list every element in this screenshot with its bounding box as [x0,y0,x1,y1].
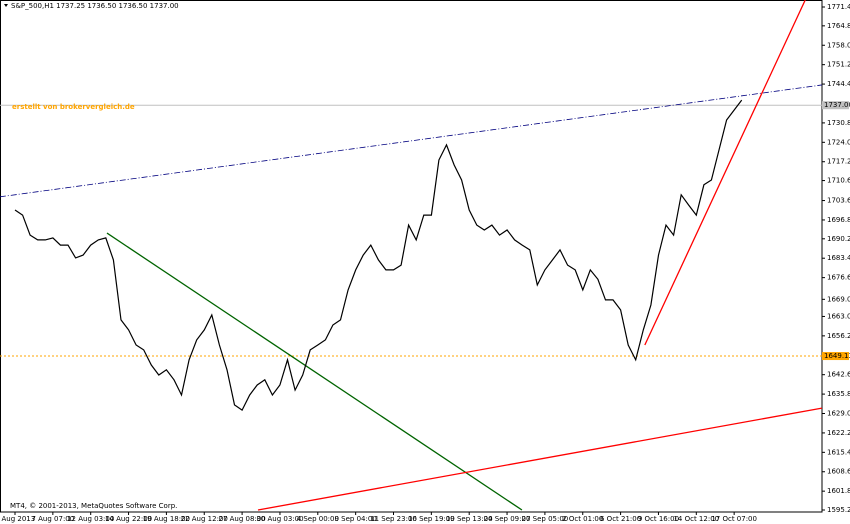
y-tick-label: 1629.00 [827,410,850,418]
price-box [822,101,849,110]
y-tick-label: 1676.60 [827,274,850,282]
y-tick-label: 1744.40 [827,80,850,88]
x-tick-label: 19 Sep 13:00 [446,515,493,523]
x-tick-label: 4 Sep 00:00 [297,515,339,523]
x-tick-label: 9 Oct 16:00 [638,515,679,523]
y-tick-label: 1690.20 [827,235,850,243]
menu-arrow [4,4,8,7]
x-tick-label: 27 Sep 05:00 [522,515,569,523]
y-tick-label: 1758.00 [827,41,850,49]
chart-title: S&P_500,H1 1737.25 1736.50 1736.50 1737.… [11,2,179,10]
x-tick-label: 2 Oct 01:00 [562,515,603,523]
x-tick-label: 9 Sep 04:00 [335,515,377,523]
price-label: 1649.13 [824,352,850,360]
y-tick-label: 1615.4 [827,448,850,456]
x-tick-label: 11 Sep 23:00 [370,515,417,523]
x-tick-label: 19 Aug 18:00 [143,515,190,523]
x-tick-label: 22 Aug 12:00 [181,515,228,523]
x-tick-label: 30 Aug 03:00 [256,515,303,523]
x-tick-label: 6 Oct 21:00 [600,515,641,523]
x-tick-label: 12 Aug 03:00 [67,515,114,523]
price-box [822,352,849,361]
y-tick-label: 1710.60 [827,177,850,185]
plot [0,0,822,511]
y-tick-label: 1669.00 [827,295,850,303]
x-tick-label: 14 Oct 12:00 [673,515,719,523]
footer: MT4, © 2001-2013, MetaQuotes Software Co… [10,502,177,510]
y-tick-label: 1622.20 [827,429,850,437]
y-tick-label: 1724.00 [827,138,850,146]
y-tick-label: 1642.60 [827,371,850,379]
y-tick-label: 1771.40 [827,3,850,11]
y-tick-label: 1601.80 [827,487,850,495]
x-tick-label: 14 Aug 22:00 [105,515,152,523]
y-tick-label: 1717.20 [827,158,850,166]
trendline [257,407,822,511]
y-tick-label: 1635.80 [827,390,850,398]
trendline [644,0,806,346]
y-tick-label: 1656.20 [827,332,850,340]
plot-frame [0,0,823,513]
price-series [14,99,743,411]
y-tick-label: 1608.60 [827,468,850,476]
y-tick-label: 1751.20 [827,61,850,69]
x-tick-label: 27 Aug 08:00 [218,515,265,523]
y-tick-label: 1703.60 [827,197,850,205]
y-tick-label: 1730.80 [827,119,850,127]
x-tick-label: 7 Aug 07:00 [31,515,74,523]
x-tick-label: 16 Sep 19:00 [408,515,455,523]
annotation: erstellt von brokervergleich.de [12,103,135,111]
y-tick-label: 1683.4 [827,254,850,262]
y-tick-label: 1595.20 [827,506,850,514]
x-tick-label: 17 Oct 07:00 [711,515,757,523]
price-label: 1737.00 [824,101,850,109]
y-tick-label: 1663.00 [827,312,850,320]
x-tick-label: 2 Aug 2013 [0,515,35,523]
y-tick-label: 1764.80 [827,22,850,30]
x-tick-label: 24 Sep 09:00 [484,515,531,523]
trendline [106,232,523,511]
y-tick-label: 1696.80 [827,216,850,224]
